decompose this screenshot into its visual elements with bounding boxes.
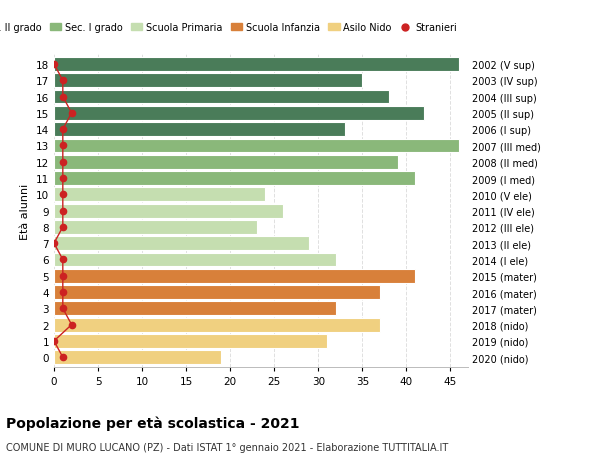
Y-axis label: Età alunni: Età alunni: [20, 183, 31, 239]
Bar: [54, 139, 459, 153]
Text: COMUNE DI MURO LUCANO (PZ) - Dati ISTAT 1° gennaio 2021 - Elaborazione TUTTITALI: COMUNE DI MURO LUCANO (PZ) - Dati ISTAT …: [6, 442, 448, 452]
Bar: [54, 172, 415, 185]
Bar: [54, 220, 257, 234]
Bar: [54, 188, 265, 202]
Text: Popolazione per età scolastica - 2021: Popolazione per età scolastica - 2021: [6, 415, 299, 430]
Bar: [54, 269, 415, 283]
Bar: [54, 156, 398, 169]
Bar: [54, 302, 336, 316]
Bar: [54, 253, 336, 267]
Bar: [54, 74, 362, 88]
Bar: [54, 90, 389, 104]
Bar: [54, 318, 380, 332]
Bar: [54, 58, 459, 72]
Bar: [54, 334, 327, 348]
Bar: [54, 285, 380, 299]
Bar: [54, 123, 344, 137]
Bar: [54, 204, 283, 218]
Bar: [54, 351, 221, 364]
Legend: Sec. II grado, Sec. I grado, Scuola Primaria, Scuola Infanzia, Asilo Nido, Stran: Sec. II grado, Sec. I grado, Scuola Prim…: [0, 19, 461, 37]
Bar: [54, 237, 310, 251]
Bar: [54, 106, 424, 121]
